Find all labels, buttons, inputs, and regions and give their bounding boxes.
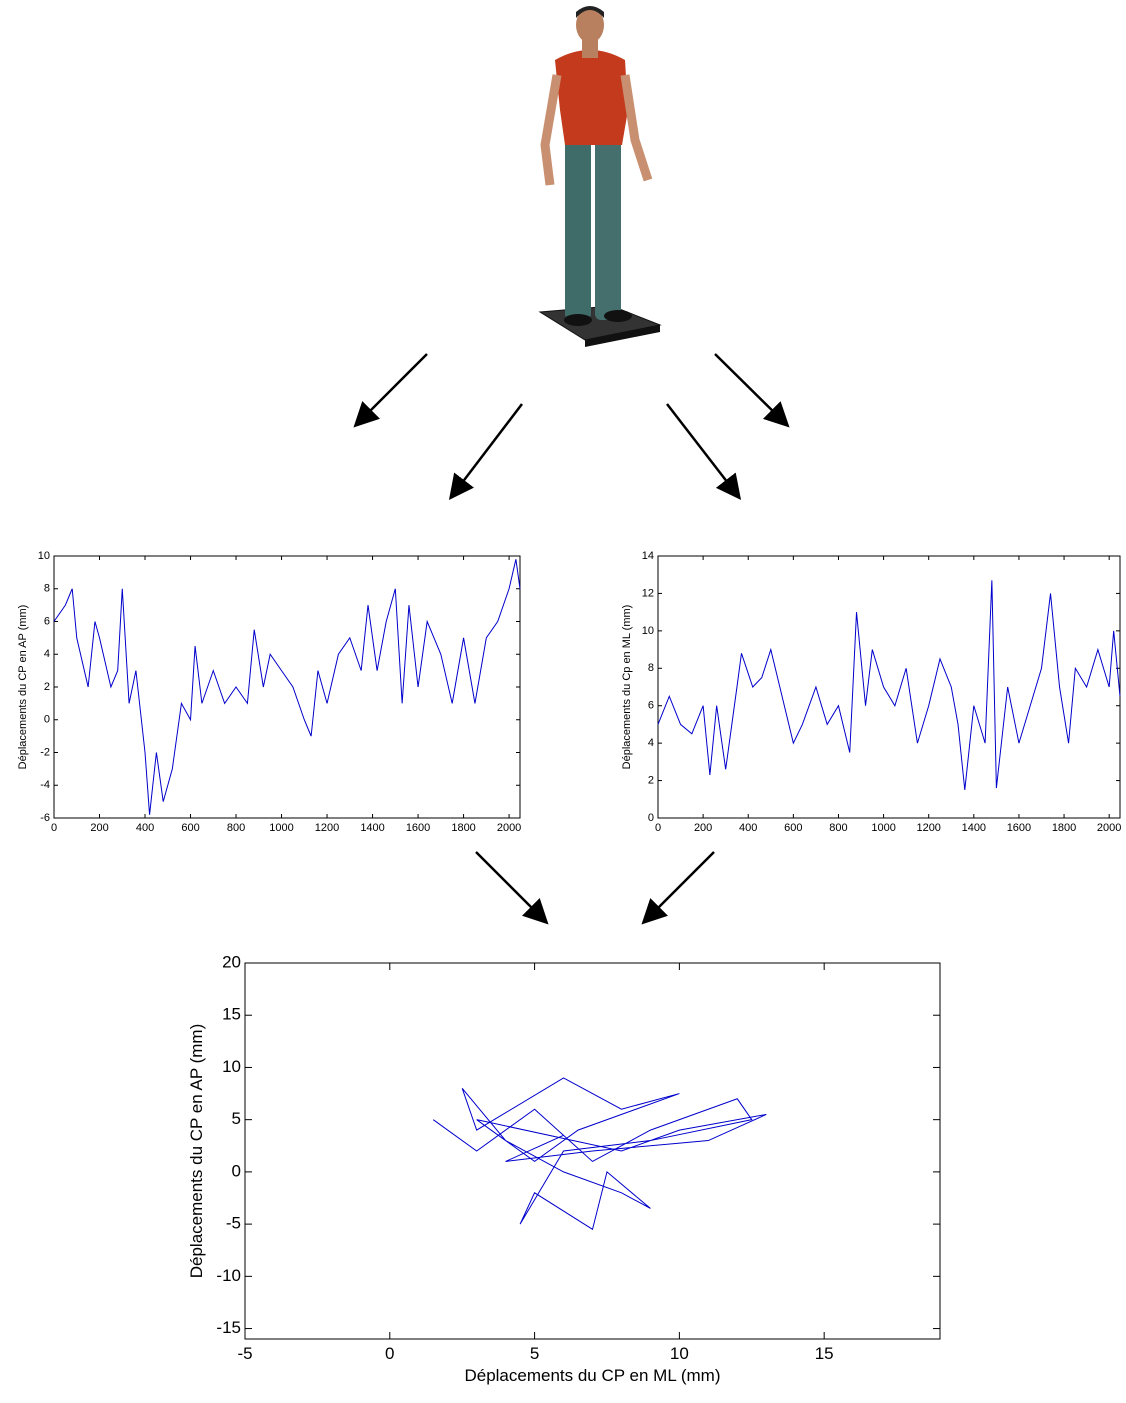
y-tick-label: 20 xyxy=(222,952,241,971)
x-tick-label: 1400 xyxy=(962,822,986,834)
y-tick-label: -2 xyxy=(40,746,50,758)
y-tick-label: 8 xyxy=(648,662,654,674)
x-tick-label: 400 xyxy=(739,822,757,834)
y-tick-label: 0 xyxy=(44,714,50,726)
y-tick-label: 0 xyxy=(648,812,654,824)
y-tick-label: 10 xyxy=(222,1057,241,1076)
data-line xyxy=(53,559,521,815)
x-tick-label: 2000 xyxy=(1097,822,1121,834)
x-tick-label: 1000 xyxy=(269,822,293,834)
y-tick-label: 8 xyxy=(44,583,50,595)
plot-area xyxy=(657,555,1121,819)
x-tick-label: 600 xyxy=(784,822,802,834)
x-tick-label: 1800 xyxy=(1052,822,1076,834)
x-tick-label: 1400 xyxy=(360,822,384,834)
y-axis-label: Déplacements du CP en AP (mm) xyxy=(187,1024,206,1279)
data-line xyxy=(432,1077,767,1231)
y-tick-label: -10 xyxy=(216,1266,241,1285)
x-tick-label: 15 xyxy=(815,1344,834,1363)
y-tick-label: 10 xyxy=(642,625,654,637)
x-tick-label: 2000 xyxy=(497,822,521,834)
x-tick-label: 1600 xyxy=(1007,822,1031,834)
x-tick-label: 800 xyxy=(829,822,847,834)
y-axis-label: Déplacements du CP en AP (mm) xyxy=(17,605,29,770)
y-tick-label: 6 xyxy=(44,615,50,627)
y-tick-label: 14 xyxy=(642,550,654,562)
y-tick-label: 4 xyxy=(44,648,50,660)
x-tick-label: 1200 xyxy=(315,822,339,834)
x-tick-label: 600 xyxy=(181,822,199,834)
y-tick-label: 10 xyxy=(38,550,50,562)
charts: 0 200 400 600 800 1000 1200 1400 1600 1800 2000-6-… xyxy=(17,550,1121,1385)
y-axis-label: Déplacements du Cp en ML (mm) xyxy=(621,605,633,770)
y-tick-label: -4 xyxy=(40,779,50,791)
y-tick-label: 6 xyxy=(648,700,654,712)
person-figure xyxy=(538,6,662,347)
y-tick-label: 4 xyxy=(648,737,654,749)
x-tick-label: -5 xyxy=(237,1344,252,1363)
y-tick-label: -6 xyxy=(40,812,50,824)
data-line xyxy=(657,580,1121,790)
x-tick-label: 200 xyxy=(90,822,108,834)
y-tick-label: -5 xyxy=(226,1214,241,1233)
x-tick-label: 200 xyxy=(694,822,712,834)
x-tick-label: 1800 xyxy=(451,822,475,834)
y-tick-label: 0 xyxy=(232,1161,241,1180)
x-tick-label: 1200 xyxy=(916,822,940,834)
y-tick-label: 5 xyxy=(232,1109,241,1128)
y-tick-label: 2 xyxy=(44,681,50,693)
plot-area xyxy=(53,555,521,819)
x-tick-label: 1600 xyxy=(406,822,430,834)
x-tick-label: 400 xyxy=(136,822,154,834)
x-tick-label: 0 xyxy=(385,1344,394,1363)
y-tick-label: 12 xyxy=(642,587,654,599)
y-tick-label: -15 xyxy=(216,1318,241,1337)
chart: -5 0 5 10 15 -15 -10 -5 0 5 10 15 20 Déplacements du … xyxy=(187,952,941,1385)
x-tick-label: 5 xyxy=(530,1344,539,1363)
x-tick-label: 10 xyxy=(670,1344,689,1363)
chart: 0 200 400 600 800 1000 1200 1400 1600 1800 2000 -6 -… xyxy=(17,550,521,834)
x-axis-label: Déplacements du CP en ML (mm) xyxy=(464,1366,720,1385)
x-tick-label: 800 xyxy=(227,822,245,834)
x-tick-label: 0 xyxy=(655,822,661,834)
y-tick-label: 2 xyxy=(648,774,654,786)
chart: 0 200 400 600 800 1000 1200 1400 1600 1800 2000 0 2 4… xyxy=(621,550,1121,834)
x-tick-label: 0 xyxy=(51,822,57,834)
x-tick-label: 1000 xyxy=(871,822,895,834)
y-tick-label: 15 xyxy=(222,1005,241,1024)
arrows xyxy=(353,353,790,925)
